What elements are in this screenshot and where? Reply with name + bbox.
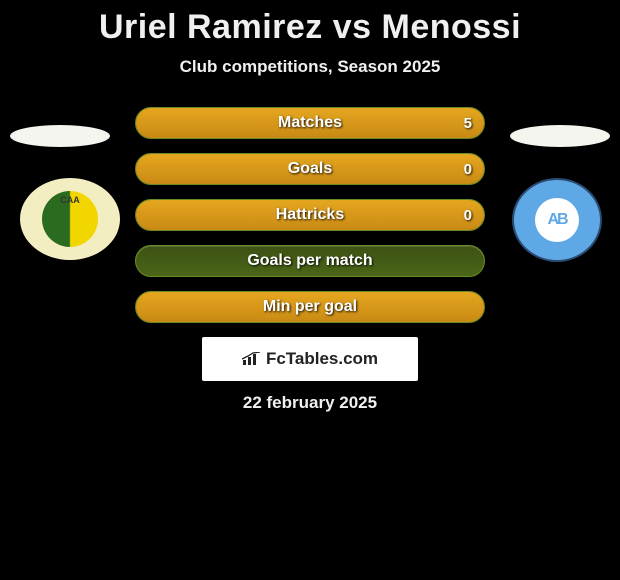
- chart-icon: [242, 352, 262, 366]
- club-badge-right: AB: [512, 178, 602, 262]
- stat-row-hattricks: Hattricks 0: [135, 199, 485, 231]
- date-text: 22 february 2025: [0, 393, 620, 413]
- brand-box: FcTables.com: [202, 337, 418, 381]
- club-badge-right-inner: AB: [535, 198, 579, 242]
- club-badge-right-abbr: AB: [547, 211, 566, 229]
- player-shape-left: [10, 125, 110, 147]
- stat-row-goals: Goals 0: [135, 153, 485, 185]
- stat-row-matches: Matches 5: [135, 107, 485, 139]
- stat-label: Min per goal: [263, 298, 357, 316]
- page-title: Uriel Ramirez vs Menossi: [0, 8, 620, 47]
- club-badge-left: [20, 178, 120, 260]
- stat-label: Matches: [278, 114, 342, 132]
- club-badge-left-inner: [42, 191, 98, 247]
- brand-text: FcTables.com: [266, 349, 378, 369]
- stat-row-goals-per-match: Goals per match: [135, 245, 485, 277]
- stat-label: Goals: [288, 160, 332, 178]
- stat-value: 0: [464, 161, 472, 178]
- stat-value: 0: [464, 207, 472, 224]
- stat-row-min-per-goal: Min per goal: [135, 291, 485, 323]
- comparison-card: Uriel Ramirez vs Menossi Club competitio…: [0, 0, 620, 580]
- stat-label: Hattricks: [276, 206, 344, 224]
- stat-value: 5: [464, 115, 472, 132]
- stat-label: Goals per match: [247, 252, 372, 270]
- page-subtitle: Club competitions, Season 2025: [0, 57, 620, 77]
- stats-list: Matches 5 Goals 0 Hattricks 0 Goals per …: [135, 107, 485, 323]
- player-shape-right: [510, 125, 610, 147]
